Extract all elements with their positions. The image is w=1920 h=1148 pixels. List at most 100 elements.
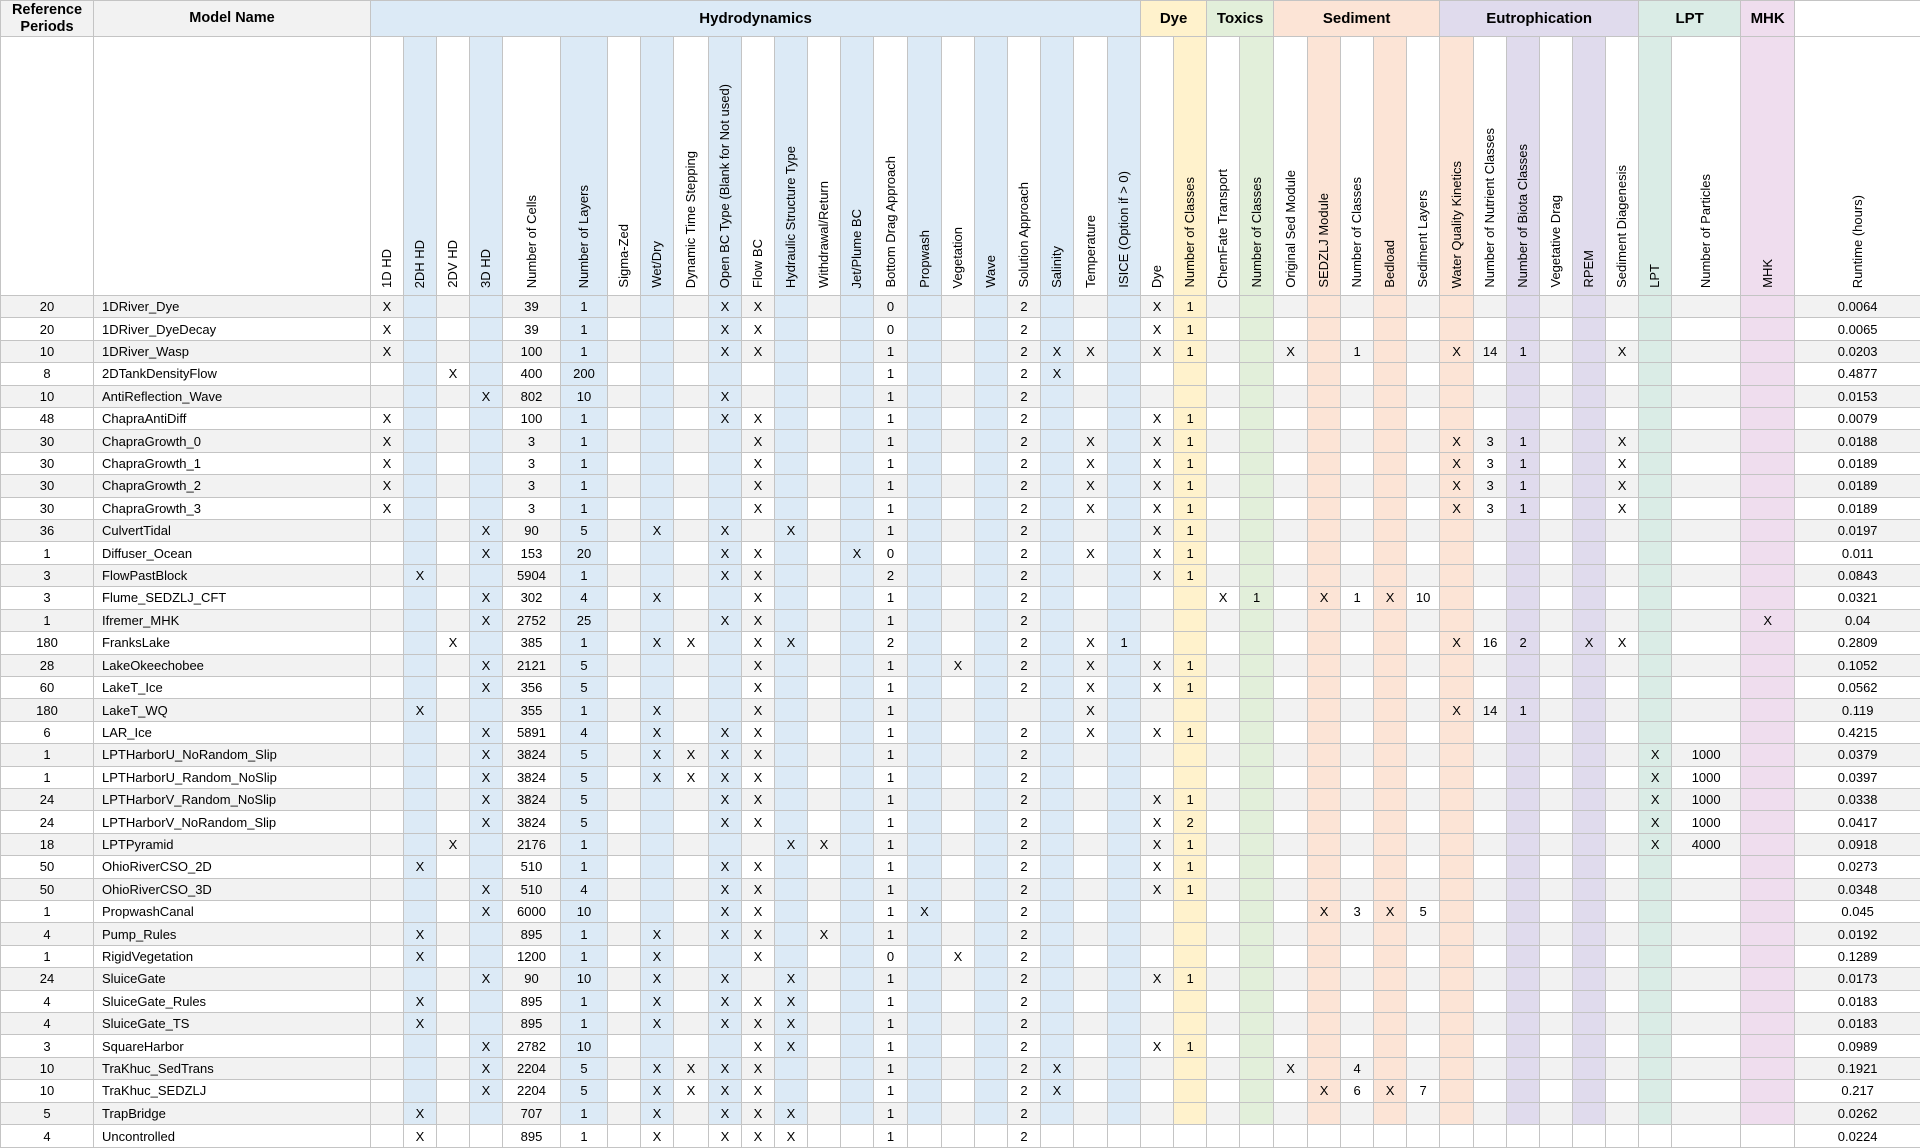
cell-cells: 3 <box>502 429 561 453</box>
cell-runtime: 0.0273 <box>1794 855 1920 879</box>
cell-openbc: X <box>708 1101 742 1126</box>
cell-jetplume <box>840 384 874 409</box>
cell-dye: X <box>1140 496 1175 521</box>
table-row: 24 SluiceGate X 90 10 X X X 1 2 X 1 0.0173 <box>0 967 1920 991</box>
cell-runtime: 0.1289 <box>1794 944 1920 969</box>
cell-salinity <box>1040 787 1074 812</box>
cell-biota <box>1506 294 1541 319</box>
cell-lpt <box>1638 1079 1673 1103</box>
cell-sedzlj <box>1307 1124 1342 1148</box>
cell-isice <box>1106 810 1142 834</box>
cell-hd2dh <box>403 1034 437 1058</box>
cell-hd2dv <box>436 407 470 431</box>
cell-hd2dv <box>436 653 470 677</box>
table-row: 5 TrapBridge X 707 1 X X X X 1 2 0.0262 <box>0 1101 1920 1126</box>
cell-toxclasses <box>1239 922 1275 946</box>
cell-mhk <box>1740 474 1796 498</box>
cell-hd2dh <box>403 787 437 812</box>
cell-jetplume <box>840 563 874 588</box>
cell-wetdry <box>640 608 674 633</box>
column-header-flowbc: Flow BC <box>741 36 775 296</box>
cell-dye <box>1140 1056 1175 1081</box>
cell-layers: 5 <box>560 675 608 700</box>
cell-dyntime <box>673 384 709 409</box>
cell-sedzlj <box>1307 519 1342 543</box>
cell-vegetation <box>941 496 975 521</box>
cell-temperature: X <box>1073 653 1108 677</box>
model-name-cell: CulvertTidal <box>93 519 371 543</box>
cell-sigmazed <box>607 922 641 946</box>
column-header-hd1d: 1D HD <box>370 36 404 296</box>
cell-salinity <box>1040 384 1074 409</box>
cell-wetdry <box>640 294 674 319</box>
cell-sedzlj <box>1307 563 1342 588</box>
cell-vegetation <box>941 1079 975 1103</box>
cell-hd1d: X <box>370 407 404 431</box>
cell-sedzlj <box>1307 743 1342 767</box>
model-name-cell: SluiceGate_Rules <box>93 989 371 1014</box>
cell-lpt <box>1638 474 1673 498</box>
cell-biota: 1 <box>1506 474 1541 498</box>
cell-withdrawal <box>807 339 841 364</box>
cell-sigmazed <box>607 451 641 476</box>
cell-rpem <box>1572 1101 1607 1126</box>
cell-temperature: X <box>1073 631 1108 655</box>
cell-bottomdrag: 0 <box>873 944 908 969</box>
cell-bedload <box>1373 743 1408 767</box>
cell-toxclasses <box>1239 877 1275 901</box>
cell-layers: 1 <box>560 317 608 341</box>
cell-chemfate <box>1206 675 1241 700</box>
cell-isice <box>1106 743 1142 767</box>
cell-hd3d <box>469 451 503 476</box>
cell-seddiag <box>1605 1079 1640 1103</box>
cell-bedload: X <box>1373 899 1408 924</box>
cell-hd1d <box>370 563 404 588</box>
cell-runtime: 0.0262 <box>1794 1101 1920 1126</box>
cell-wave <box>974 743 1008 767</box>
cell-propwash <box>907 1034 942 1058</box>
cell-wave <box>974 563 1008 588</box>
cell-isice <box>1106 1124 1142 1148</box>
cell-origsed <box>1273 810 1309 834</box>
cell-flowbc <box>741 384 775 409</box>
reference-periods-cell: 50 <box>0 855 94 879</box>
cell-sedclasses: 3 <box>1340 899 1375 924</box>
cell-sedlayers <box>1406 832 1441 857</box>
cell-wetdry: X <box>640 586 674 610</box>
column-header-particles: Number of Particles <box>1671 36 1742 296</box>
cell-propwash <box>907 1011 942 1036</box>
cell-particles <box>1671 967 1742 991</box>
cell-hydstruct <box>774 765 808 789</box>
cell-dyeclasses: 1 <box>1173 429 1208 453</box>
column-label: MHK <box>1759 259 1775 288</box>
cell-vegdrag <box>1539 720 1574 745</box>
cell-rpem <box>1572 877 1607 901</box>
column-header-dyeclasses: Number of Classes <box>1173 36 1208 296</box>
cell-sedclasses <box>1340 317 1375 341</box>
column-header-wave: Wave <box>974 36 1008 296</box>
cell-toxclasses <box>1239 362 1275 386</box>
cell-toxclasses <box>1239 675 1275 700</box>
reference-periods-cell: 10 <box>0 1056 94 1081</box>
cell-wave <box>974 787 1008 812</box>
table-row: 10 1DRiver_Wasp X 100 1 X X 1 2 X X X 1 X 1 X 14 1 X 0.0203 <box>0 339 1920 364</box>
cell-flowbc: X <box>741 1079 775 1103</box>
cell-dyntime <box>673 586 709 610</box>
cell-openbc: X <box>708 1124 742 1148</box>
cell-sigmazed <box>607 944 641 969</box>
cell-flowbc: X <box>741 899 775 924</box>
cell-mhk <box>1740 832 1796 857</box>
cell-wetdry <box>640 541 674 565</box>
cell-cells: 1200 <box>502 944 561 969</box>
cell-jetplume <box>840 1056 874 1081</box>
cell-vegdrag <box>1539 1034 1574 1058</box>
cell-origsed <box>1273 1034 1309 1058</box>
cell-propwash <box>907 922 942 946</box>
cell-solution: 2 <box>1007 787 1041 812</box>
cell-propwash <box>907 519 942 543</box>
cell-dyntime <box>673 563 709 588</box>
cell-dye: X <box>1140 474 1175 498</box>
cell-solution <box>1007 698 1041 722</box>
cell-sedlayers: 10 <box>1406 586 1441 610</box>
cell-hd3d: X <box>469 765 503 789</box>
